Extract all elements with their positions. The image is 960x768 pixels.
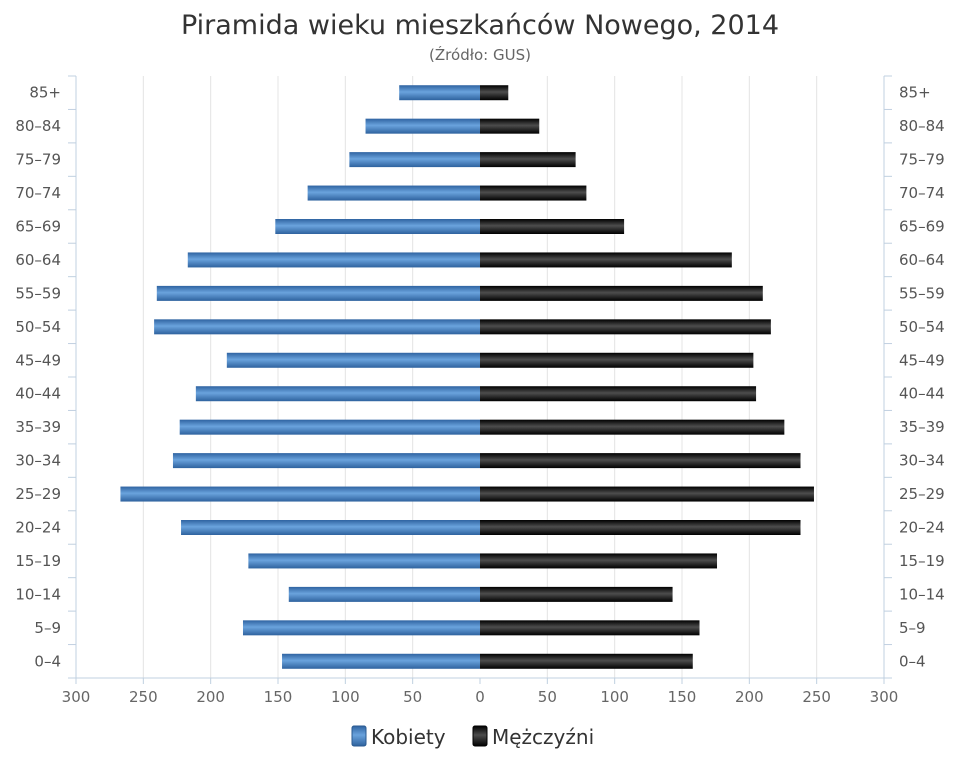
- bar-mezczyzni-14[interactable]: [480, 185, 587, 201]
- category-label-right: 0–4: [899, 652, 926, 670]
- bar-kobiety-1[interactable]: [242, 620, 480, 636]
- chart-title: Piramida wieku mieszkańców Nowego, 2014: [181, 10, 779, 41]
- category-label-left: 20–24: [15, 519, 61, 537]
- legend-label: Kobiety: [371, 725, 446, 749]
- category-label-right: 15–19: [899, 552, 945, 570]
- category-label-left: 80–84: [15, 117, 61, 135]
- category-label-right: 45–49: [899, 351, 945, 369]
- bar-mezczyzni-3[interactable]: [480, 553, 718, 569]
- bar-kobiety-14[interactable]: [307, 185, 480, 201]
- legend-item-mezczyzni[interactable]: Mężczyźni: [472, 725, 594, 749]
- bar-mezczyzni-15[interactable]: [480, 152, 576, 168]
- category-label-left: 15–19: [15, 552, 61, 570]
- bar-kobiety-9[interactable]: [226, 352, 480, 368]
- category-label-right: 75–79: [899, 151, 945, 169]
- category-label-right: 55–59: [899, 284, 945, 302]
- x-tick-label: 300: [62, 688, 91, 706]
- x-axis-ticks: 300 250 200 150 100 50 0 50 100 150 200 250 300: [62, 678, 899, 706]
- x-tick-label: 0: [475, 688, 485, 706]
- bar-kobiety-4[interactable]: [181, 520, 481, 535]
- x-tick-label: 300: [870, 688, 899, 706]
- x-tick-label: 100: [331, 688, 360, 706]
- chart-subtitle: (Źródło: GUS): [429, 45, 531, 64]
- bar-kobiety-0[interactable]: [282, 653, 480, 669]
- x-tick-label: 200: [735, 688, 764, 706]
- category-label-right: 25–29: [899, 485, 945, 503]
- bars-layer: [120, 85, 814, 669]
- category-label-right: 20–24: [899, 519, 945, 537]
- bar-kobiety-6[interactable]: [172, 453, 480, 469]
- bar-kobiety-11[interactable]: [156, 285, 481, 301]
- bar-mezczyzni-17[interactable]: [480, 85, 509, 101]
- category-labels: 0–4 0–4 5–9 5–9 10–14 10–14 15–19 15–19 20–24 20–…: [15, 84, 944, 671]
- category-label-left: 40–44: [15, 385, 61, 403]
- x-tick-label: 200: [196, 688, 225, 706]
- category-label-left: 60–64: [15, 251, 61, 269]
- x-tick-label: 250: [802, 688, 831, 706]
- category-label-right: 50–54: [899, 318, 945, 336]
- legend-swatch: [472, 725, 488, 747]
- bar-kobiety-7[interactable]: [179, 419, 480, 435]
- bar-kobiety-17[interactable]: [399, 85, 480, 101]
- category-label-right: 5–9: [899, 619, 926, 637]
- legend-label: Mężczyźni: [492, 725, 594, 749]
- bar-mezczyzni-7[interactable]: [480, 419, 785, 435]
- bar-mezczyzni-11[interactable]: [480, 285, 763, 301]
- category-label-right: 85+: [899, 84, 931, 102]
- bar-mezczyzni-6[interactable]: [480, 453, 801, 469]
- category-label-right: 35–39: [899, 418, 945, 436]
- category-label-left: 45–49: [15, 351, 61, 369]
- category-label-right: 30–34: [899, 452, 945, 470]
- x-tick-label: 50: [538, 688, 557, 706]
- bar-kobiety-5[interactable]: [120, 486, 480, 502]
- x-tick-label: 100: [600, 688, 629, 706]
- category-label-left: 0–4: [34, 652, 61, 670]
- bar-kobiety-12[interactable]: [187, 252, 481, 268]
- bar-mezczyzni-4[interactable]: [480, 520, 801, 535]
- category-label-right: 40–44: [899, 385, 945, 403]
- bar-kobiety-2[interactable]: [288, 586, 480, 602]
- x-tick-label: 250: [129, 688, 158, 706]
- x-tick-label: 50: [403, 688, 422, 706]
- category-label-left: 30–34: [15, 452, 61, 470]
- bar-kobiety-15[interactable]: [349, 152, 480, 168]
- category-label-right: 10–14: [899, 585, 945, 603]
- bar-mezczyzni-10[interactable]: [480, 319, 771, 335]
- bar-mezczyzni-0[interactable]: [480, 653, 693, 669]
- category-label-left: 65–69: [15, 218, 61, 236]
- bar-mezczyzni-12[interactable]: [480, 252, 732, 268]
- category-label-left: 35–39: [15, 418, 61, 436]
- category-label-right: 70–74: [899, 184, 945, 202]
- legend-swatch: [351, 725, 367, 747]
- category-label-left: 25–29: [15, 485, 61, 503]
- bar-kobiety-10[interactable]: [154, 319, 480, 335]
- legend[interactable]: Kobiety Mężczyźni: [351, 725, 594, 749]
- bar-mezczyzni-9[interactable]: [480, 352, 754, 368]
- bar-mezczyzni-8[interactable]: [480, 386, 757, 402]
- category-label-left: 75–79: [15, 151, 61, 169]
- bar-mezczyzni-1[interactable]: [480, 620, 700, 636]
- bar-mezczyzni-13[interactable]: [480, 219, 625, 234]
- x-tick-label: 150: [264, 688, 293, 706]
- category-label-left: 70–74: [15, 184, 61, 202]
- bar-kobiety-13[interactable]: [275, 219, 480, 234]
- category-label-right: 65–69: [899, 218, 945, 236]
- bar-kobiety-16[interactable]: [365, 118, 480, 134]
- x-tick-label: 150: [668, 688, 697, 706]
- bar-kobiety-3[interactable]: [248, 553, 480, 569]
- category-label-right: 60–64: [899, 251, 945, 269]
- category-label-left: 85+: [29, 84, 61, 102]
- bar-mezczyzni-2[interactable]: [480, 586, 673, 602]
- category-label-right: 80–84: [899, 117, 945, 135]
- bar-kobiety-8[interactable]: [195, 386, 480, 402]
- category-label-left: 5–9: [34, 619, 61, 637]
- category-label-left: 10–14: [15, 585, 61, 603]
- legend-item-kobiety[interactable]: Kobiety: [351, 725, 446, 749]
- bar-mezczyzni-5[interactable]: [480, 486, 814, 502]
- category-label-left: 50–54: [15, 318, 61, 336]
- bar-mezczyzni-16[interactable]: [480, 118, 540, 134]
- category-label-left: 55–59: [15, 284, 61, 302]
